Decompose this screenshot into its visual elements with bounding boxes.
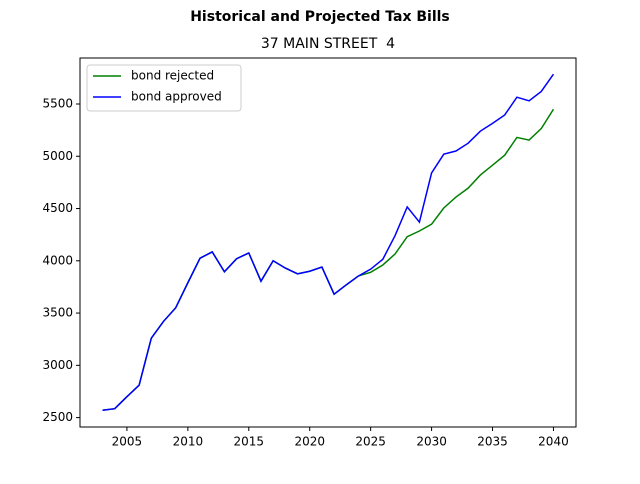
y-tick-label: 4500 — [42, 201, 73, 215]
y-tick-label: 3500 — [42, 306, 73, 320]
plot-frame — [79, 57, 577, 428]
x-tick-label: 2030 — [416, 435, 447, 449]
y-tick-label: 4000 — [42, 253, 73, 267]
y-tick-label: 3000 — [42, 358, 73, 372]
chart-subtitle: 37 MAIN STREET 4 — [261, 36, 395, 52]
x-tick-label: 2020 — [294, 435, 325, 449]
legend-label: bond rejected — [131, 69, 214, 83]
chart-title: Historical and Projected Tax Bills — [190, 9, 450, 25]
x-tick-label: 2015 — [234, 435, 265, 449]
y-tick-label: 5000 — [42, 149, 73, 163]
x-tick-label: 2005 — [112, 435, 143, 449]
x-tick-label: 2010 — [173, 435, 204, 449]
y-tick-label: 2500 — [42, 410, 73, 424]
legend-label: bond approved — [131, 90, 222, 104]
series-line — [102, 73, 555, 412]
x-tick-label: 2035 — [477, 435, 508, 449]
x-tick-label: 2025 — [355, 435, 386, 449]
legend-box — [86, 64, 242, 112]
y-tick-label: 5500 — [42, 96, 73, 110]
x-tick-label: 2040 — [538, 435, 569, 449]
